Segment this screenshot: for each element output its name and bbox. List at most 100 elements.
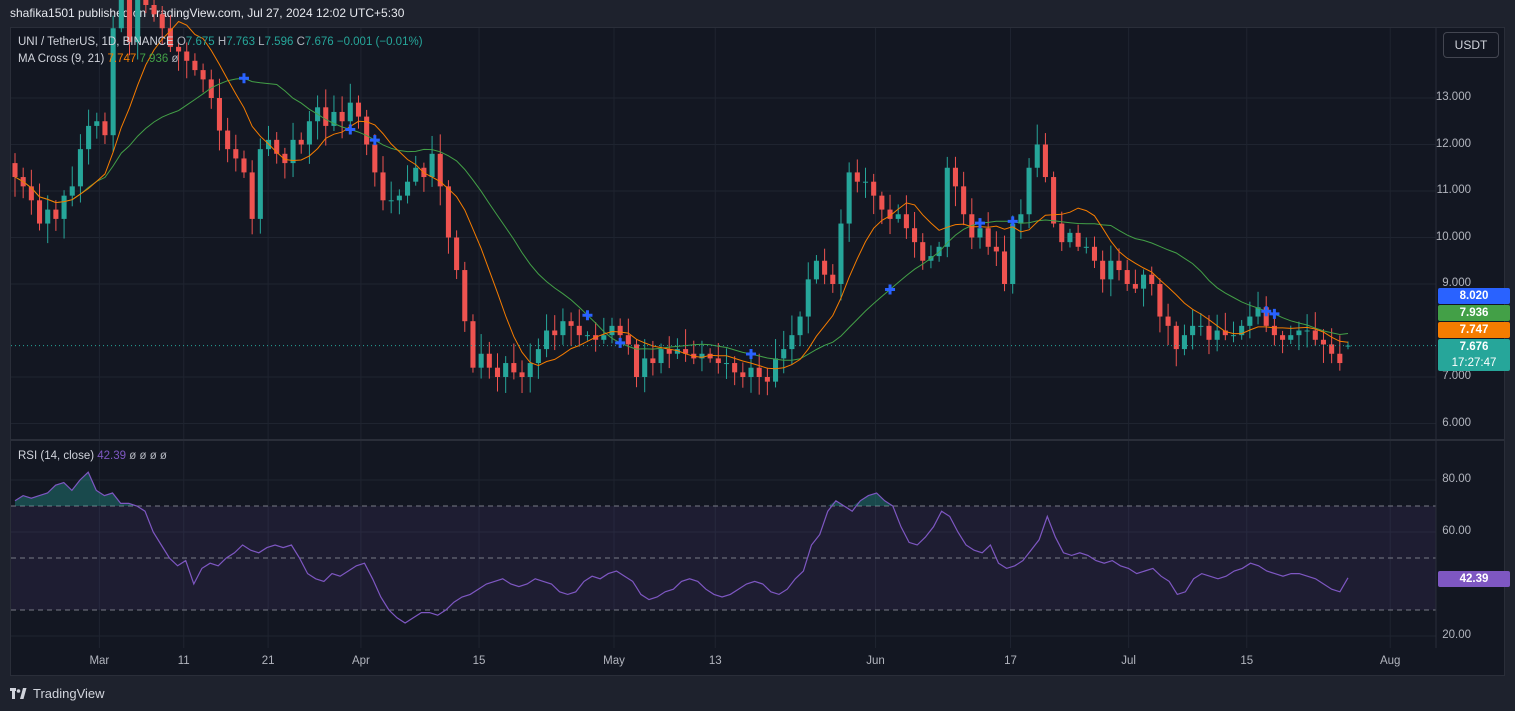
time-tick-label: 13: [708, 655, 722, 667]
symbol-label[interactable]: UNI / TetherUS, 1D, BINANCE: [18, 36, 174, 48]
price-tick-label: 6.000: [1442, 416, 1471, 429]
candle-body: [642, 358, 648, 377]
candle-body: [1280, 335, 1286, 340]
candle-body: [1181, 335, 1187, 350]
candle-body: [1173, 325, 1179, 350]
candle-body: [838, 223, 844, 284]
candle-body: [789, 335, 795, 350]
candle-body: [135, 0, 141, 43]
candle-body: [12, 163, 18, 178]
time-tick-label: Jun: [866, 655, 885, 667]
candle-body: [118, 0, 124, 29]
candle-body: [601, 335, 607, 340]
currency-button[interactable]: USDT: [1443, 32, 1499, 58]
rsi-extra-values: ø ø ø ø: [129, 450, 167, 462]
candle-body: [45, 209, 51, 224]
candle-body: [331, 111, 337, 126]
candle-body: [413, 167, 419, 182]
candle-body: [715, 358, 721, 364]
price-tag-ma-fast: 7.747: [1438, 322, 1510, 338]
candle-body: [126, 0, 133, 43]
candle-body: [568, 321, 574, 326]
candle-body: [1165, 316, 1171, 326]
candle-body: [977, 228, 983, 238]
candle-body: [822, 260, 828, 275]
time-tick-label: 15: [472, 655, 486, 667]
candle-body: [797, 316, 803, 336]
tradingview-branding[interactable]: TradingView: [10, 686, 105, 701]
candle-body: [544, 330, 550, 350]
price-tag-blue: 8.020: [1438, 288, 1510, 304]
ma-legend[interactable]: MA Cross (9, 21) 7.747 7.936 ø: [18, 53, 178, 65]
candle-body: [1059, 223, 1065, 243]
candle-body: [1149, 274, 1155, 284]
candle-body: [486, 353, 492, 368]
candle-body: [380, 172, 386, 201]
candle-body: [1067, 232, 1073, 243]
candle-body: [1132, 284, 1138, 289]
ma-cross-marker: [345, 124, 356, 135]
time-tick-label: Aug: [1379, 655, 1401, 667]
candle-body: [535, 349, 541, 364]
ma-cross-marker: [582, 310, 593, 321]
rsi-indicator-name[interactable]: RSI (14, close): [18, 450, 95, 462]
candle-body: [494, 367, 501, 377]
candle-body: [1075, 232, 1081, 247]
ma-indicator-name[interactable]: MA Cross (9, 21): [18, 53, 105, 65]
candle-body: [625, 335, 631, 345]
high-value: 7.763: [226, 36, 255, 48]
candle-body: [1214, 330, 1220, 340]
low-value: 7.596: [264, 36, 294, 48]
candle-body: [1108, 260, 1114, 280]
candle-body: [920, 242, 926, 261]
rsi-legend[interactable]: RSI (14, close) 42.39 ø ø ø ø: [18, 450, 167, 462]
candle-body: [1320, 339, 1327, 345]
candle-body: [511, 363, 517, 373]
candle-body: [854, 172, 860, 182]
publish-info: shafika1501 published on TradingView.com…: [10, 6, 405, 20]
price-tick-label: 13.000: [1435, 91, 1471, 103]
candle-body: [813, 260, 819, 280]
candle-body: [1312, 330, 1318, 340]
candle-body: [1296, 330, 1302, 336]
last-price-value: 7.676: [1459, 341, 1489, 353]
candle-body: [732, 363, 738, 373]
candle-body: [1124, 270, 1130, 284]
candle-body: [306, 121, 312, 145]
ma-cross-marker: [615, 337, 626, 348]
candle-body: [912, 228, 918, 243]
high-label: H: [217, 36, 227, 48]
candle-body: [658, 349, 664, 364]
price-tag-last: 7.676 17:27:47: [1438, 339, 1510, 371]
candle-body: [1141, 274, 1147, 289]
candle-body: [53, 209, 59, 219]
candle-body: [1239, 325, 1245, 336]
candle-body: [584, 335, 590, 337]
candle-body: [388, 200, 394, 202]
candle-body: [756, 367, 762, 377]
candle-body: [347, 102, 353, 122]
rsi-value-tag: 42.39: [1438, 571, 1510, 587]
rsi-tick-label: 20.00: [1442, 629, 1471, 641]
candle-body: [396, 195, 402, 201]
candle-body: [740, 372, 746, 377]
time-tick-label: May: [603, 655, 625, 667]
candle-body: [1247, 316, 1253, 326]
close-value: 7.676: [304, 36, 334, 48]
candle-body: [249, 172, 255, 219]
rsi-overbought-fill: [15, 472, 1348, 506]
time-tick-label: 11: [177, 655, 190, 667]
ma-cross-marker: [746, 348, 757, 359]
candle-body: [69, 186, 75, 196]
candle-body: [707, 353, 713, 359]
candle-body: [372, 144, 378, 173]
candle-body: [241, 158, 247, 173]
candle-body: [470, 321, 476, 368]
symbol-legend[interactable]: UNI / TetherUS, 1D, BINANCE O7.675 H7.76…: [18, 36, 423, 48]
candle-body: [846, 172, 852, 224]
candle-body: [1271, 325, 1277, 336]
candle-body: [323, 107, 329, 126]
rsi-tick-label: 80.00: [1442, 473, 1471, 485]
close-label: C: [296, 36, 305, 48]
